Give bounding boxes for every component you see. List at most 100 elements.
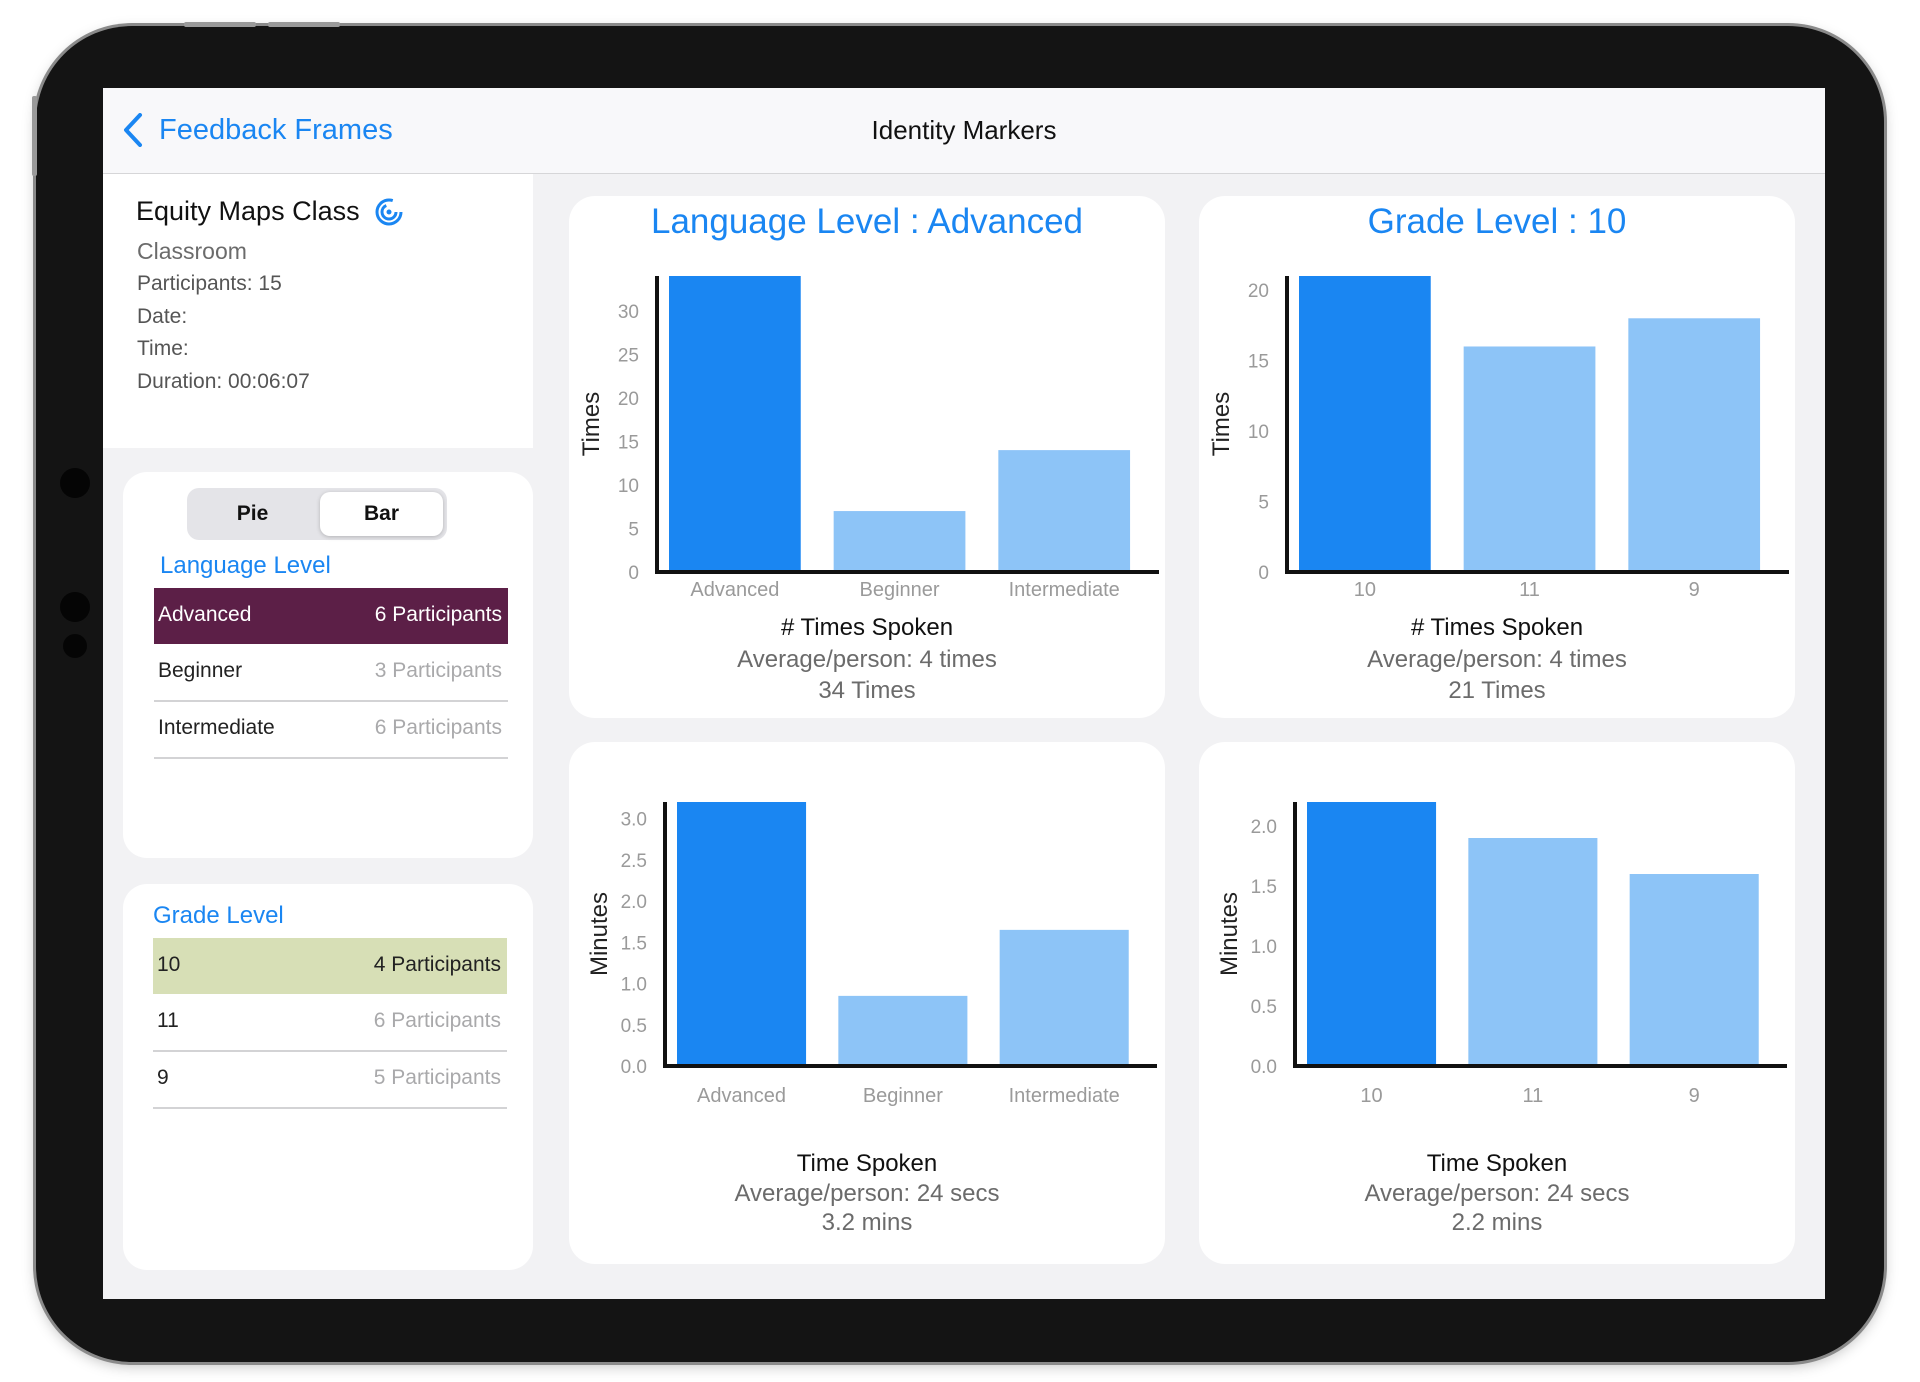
y-tick-label: 0.0 xyxy=(1251,1057,1277,1078)
grade-level-panel: Grade Level 10 4 Participants 11 6 Parti… xyxy=(123,884,533,1270)
room-name: Classroom xyxy=(137,238,247,264)
bar-intermediate xyxy=(999,929,1129,1066)
chart-total: 2.2 mins xyxy=(1451,1209,1543,1236)
x-tick-label: Advanced xyxy=(690,579,779,601)
row-label: Advanced xyxy=(158,603,252,626)
y-tick-label: 10 xyxy=(618,476,639,497)
bar-intermediate xyxy=(998,450,1131,572)
x-tick-label: Advanced xyxy=(697,1085,786,1107)
language-row-advanced[interactable]: Advanced 6 Participants xyxy=(154,588,508,644)
bar-9 xyxy=(1629,874,1759,1066)
row-label: 11 xyxy=(157,1009,179,1032)
bar-beginner xyxy=(833,511,966,572)
screen: Feedback Frames Identity Markers Equity … xyxy=(103,88,1825,1299)
row-count: 3 Participants xyxy=(374,659,502,682)
x-tick-label: 11 xyxy=(1519,579,1540,601)
session-duration: Duration: 00:06:07 xyxy=(137,370,310,393)
x-tick-label: 10 xyxy=(1360,1085,1382,1107)
camera xyxy=(60,468,90,498)
session-time: Time: xyxy=(137,337,189,360)
y-axis-label: Times xyxy=(1208,392,1235,456)
y-tick-label: 3.0 xyxy=(621,810,647,831)
y-tick-label: 2.5 xyxy=(621,851,647,872)
y-axis-label: Times xyxy=(578,392,605,456)
y-tick-label: 2.0 xyxy=(621,892,647,913)
times-by-language-chart: Language Level : Advanced 0 5 10 15 20 25 30 Ti… xyxy=(569,196,1165,718)
y-tick-label: 0.0 xyxy=(621,1057,647,1078)
x-tick-label: Beginner xyxy=(863,1085,943,1107)
x-tick-label: 9 xyxy=(1689,1085,1700,1107)
back-button[interactable]: Feedback Frames xyxy=(123,110,393,150)
row-count: 6 Participants xyxy=(374,603,502,626)
grade-level-title: Grade Level xyxy=(153,902,284,929)
chart-total: 21 Times xyxy=(1448,677,1546,704)
bar-9 xyxy=(1628,318,1761,572)
grade-row-10[interactable]: 10 4 Participants xyxy=(153,938,507,994)
chart-average: Average/person: 4 times xyxy=(737,646,997,673)
pie-option[interactable]: Pie xyxy=(236,502,269,525)
y-tick-label: 0 xyxy=(628,563,639,584)
y-tick-label: 5 xyxy=(1258,493,1269,514)
chart-total: 3.2 mins xyxy=(821,1209,913,1236)
row-count: 5 Participants xyxy=(373,1066,501,1089)
y-tick-label: 5 xyxy=(628,519,639,540)
row-count: 4 Participants xyxy=(373,953,501,976)
y-tick-label: 15 xyxy=(618,432,639,453)
minutes-by-language-chart: 0.0 0.5 1.0 1.5 2.0 2.5 3.0 Minutes Advanced Begi… xyxy=(569,742,1165,1264)
chart-type-toggle[interactable]: Pie Bar xyxy=(187,488,447,540)
y-tick-label: 1.0 xyxy=(621,975,647,996)
row-label: Beginner xyxy=(158,659,243,682)
row-label: Intermediate xyxy=(158,716,275,739)
y-tick-label: 10 xyxy=(1248,422,1269,443)
y-axis-label: Minutes xyxy=(1216,892,1243,976)
bar-plot: 0.0 0.5 1.0 1.5 2.0 Minutes 10 11 9 xyxy=(1216,802,1787,1107)
row-label: 9 xyxy=(157,1066,169,1089)
x-tick-label: Beginner xyxy=(860,579,940,601)
y-tick-label: 0.5 xyxy=(621,1016,647,1037)
page-title: Identity Markers xyxy=(871,115,1057,145)
chart-caption: # Times Spoken xyxy=(780,614,954,641)
y-tick-label: 1.0 xyxy=(1251,937,1277,958)
session-date: Date: xyxy=(137,305,188,328)
y-tick-label: 15 xyxy=(1248,352,1269,373)
top-button xyxy=(184,22,256,27)
bar-option[interactable]: Bar xyxy=(320,492,443,536)
x-tick-label: 9 xyxy=(1689,579,1700,601)
bar-advanced xyxy=(669,276,801,572)
language-row-beginner[interactable]: Beginner 3 Participants xyxy=(154,644,508,702)
y-tick-label: 2.0 xyxy=(1251,817,1277,838)
language-level-panel: Pie Bar Language Level Advanced 6 Partic… xyxy=(123,472,533,858)
back-label: Feedback Frames xyxy=(159,113,393,146)
chart-caption: Time Spoken xyxy=(796,1150,938,1177)
language-row-intermediate[interactable]: Intermediate 6 Participants xyxy=(154,701,508,759)
navigation-bar: Feedback Frames Identity Markers xyxy=(103,88,1825,174)
class-name: Equity Maps Class xyxy=(136,196,360,226)
y-tick-label: 25 xyxy=(618,345,639,366)
minutes-by-grade-chart: 0.0 0.5 1.0 1.5 2.0 Minutes 10 11 9 Time Spoken … xyxy=(1199,742,1795,1264)
row-label: 10 xyxy=(157,953,181,976)
y-axis-label: Minutes xyxy=(586,892,613,976)
x-tick-label: 11 xyxy=(1522,1085,1543,1107)
grade-row-9[interactable]: 9 5 Participants xyxy=(153,1051,507,1109)
bar-11 xyxy=(1468,838,1598,1066)
y-tick-label: 1.5 xyxy=(1251,877,1277,898)
y-tick-label: 1.5 xyxy=(621,933,647,954)
y-tick-label: 0.5 xyxy=(1251,997,1277,1018)
chart-average: Average/person: 4 times xyxy=(1367,646,1627,673)
times-by-grade-chart: Grade Level : 10 0 5 10 15 20 Times 10 11 9 # Ti… xyxy=(1199,196,1795,718)
grade-row-11[interactable]: 11 6 Participants xyxy=(153,994,507,1052)
chevron-left-icon xyxy=(124,113,142,147)
chart-caption: Time Spoken xyxy=(1426,1150,1568,1177)
chart-title: Language Level : Advanced xyxy=(650,202,1084,241)
chart-total: 34 Times xyxy=(818,677,916,704)
x-tick-label: Intermediate xyxy=(1009,1085,1120,1107)
y-tick-label: 0 xyxy=(1258,563,1269,584)
x-tick-label: 10 xyxy=(1354,579,1376,601)
bar-plot: 0.0 0.5 1.0 1.5 2.0 2.5 3.0 Minutes Advanced Begi… xyxy=(586,802,1157,1107)
bar-plot: 0 5 10 15 20 25 30 Times Advanced Beginner Interme… xyxy=(578,276,1159,601)
spiral-icon[interactable] xyxy=(374,197,404,227)
chart-average: Average/person: 24 secs xyxy=(1364,1180,1630,1207)
row-count: 6 Participants xyxy=(374,716,502,739)
session-info: Equity Maps Class Classroom Participants… xyxy=(103,174,533,448)
chart-title: Grade Level : 10 xyxy=(1367,202,1627,241)
